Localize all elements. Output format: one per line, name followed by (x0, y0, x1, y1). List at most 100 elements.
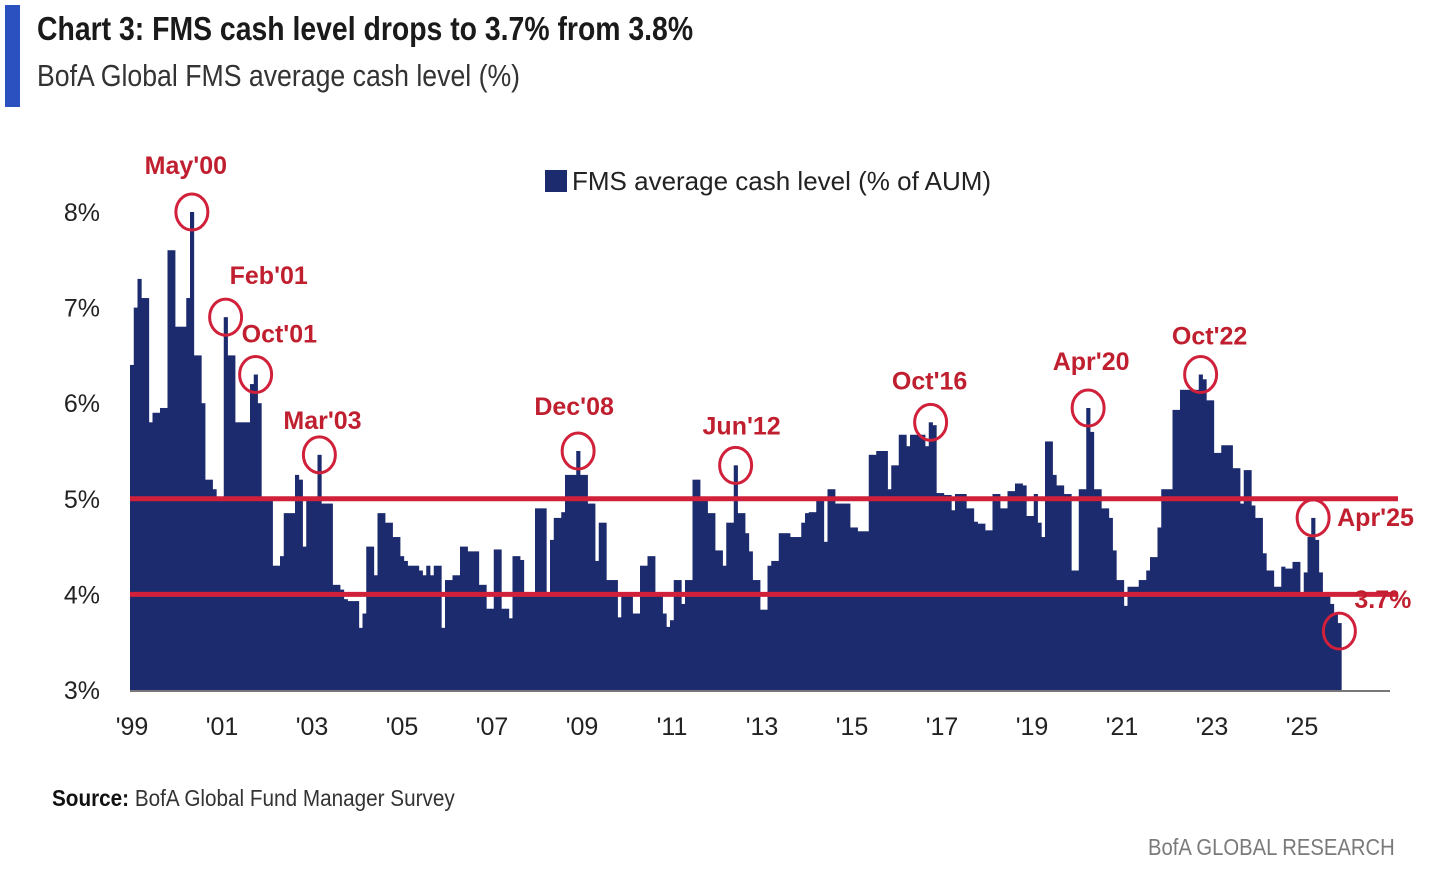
bar (130, 364, 135, 690)
bar (538, 508, 543, 690)
x-tick-label: '25 (1286, 713, 1319, 741)
bar (658, 596, 663, 690)
bar (688, 580, 693, 690)
bar (287, 513, 292, 690)
bar (1281, 566, 1286, 690)
bar (460, 546, 465, 690)
bar (1116, 580, 1121, 690)
bar (1172, 409, 1177, 690)
bar (351, 601, 356, 690)
bar (921, 434, 926, 690)
bar (977, 523, 982, 690)
bar (801, 522, 806, 690)
bar (148, 422, 153, 690)
bar (985, 530, 990, 690)
bar (711, 513, 716, 690)
bar (1131, 586, 1136, 690)
bar (812, 512, 817, 690)
bar (1090, 431, 1095, 690)
bar (272, 565, 277, 690)
bar (617, 617, 622, 690)
bar (1300, 594, 1305, 690)
bar (1288, 568, 1293, 690)
bar (610, 580, 615, 690)
bar (336, 584, 341, 690)
bar (238, 422, 243, 690)
bar (373, 575, 378, 690)
bar (1168, 489, 1173, 690)
x-tick-label: '03 (296, 713, 329, 741)
bar (827, 489, 832, 690)
bar (625, 594, 630, 690)
x-tick-label: '17 (926, 713, 959, 741)
bar (1011, 491, 1016, 690)
bar (696, 479, 701, 690)
bar (1015, 483, 1020, 690)
bar (242, 422, 247, 690)
bar (917, 434, 922, 690)
bar (572, 474, 577, 690)
bar (145, 298, 150, 690)
bar (1333, 613, 1338, 690)
bar (782, 533, 787, 690)
bar (1071, 570, 1076, 690)
bar (966, 508, 971, 690)
bar (467, 551, 472, 690)
annotation-circle (1321, 611, 1357, 651)
bar (823, 541, 828, 690)
bar (1120, 580, 1125, 690)
annotation-circle (1295, 498, 1331, 538)
bar (760, 609, 765, 690)
annotation-label: Oct'22 (1172, 323, 1247, 351)
bar (737, 513, 742, 690)
bar (411, 565, 416, 690)
bar (178, 326, 183, 690)
bar (1097, 489, 1102, 690)
bar (1315, 539, 1320, 690)
annotation-label: Mar'03 (283, 407, 361, 435)
bar (685, 580, 690, 690)
bar (726, 522, 731, 690)
bar (523, 592, 528, 690)
bar (171, 250, 176, 691)
bar (1142, 580, 1147, 690)
bar (295, 474, 300, 690)
x-tick-label: '11 (657, 713, 688, 741)
bar (257, 403, 262, 690)
bar (670, 620, 675, 690)
annotation-label: Oct'01 (242, 321, 318, 349)
bar (355, 601, 360, 690)
bar (475, 551, 480, 690)
bar (1296, 561, 1301, 690)
bar (973, 521, 978, 690)
bar (673, 580, 678, 690)
bar (865, 531, 870, 690)
bar (377, 513, 382, 690)
bar (666, 626, 671, 690)
bar (276, 565, 281, 690)
bar (786, 533, 791, 690)
bar (636, 613, 641, 690)
bar (1135, 586, 1140, 690)
bar (887, 489, 892, 690)
bar (302, 546, 307, 690)
bar (883, 451, 888, 690)
bar (1180, 389, 1185, 690)
bar (193, 355, 198, 690)
bar (891, 465, 896, 690)
bar (1150, 557, 1155, 690)
bar (583, 474, 588, 690)
bar (1026, 516, 1031, 690)
bar (1303, 572, 1308, 690)
source-note: Source: BofA Global Fund Manager Survey (52, 785, 455, 812)
y-tick-label: 5% (64, 486, 100, 514)
bar (797, 537, 802, 690)
bar (707, 513, 712, 690)
bar (370, 546, 375, 690)
bar (422, 575, 427, 690)
bar (403, 560, 408, 690)
bar (437, 565, 442, 690)
annotation-label: Jun'12 (703, 412, 781, 440)
bar (775, 560, 780, 690)
